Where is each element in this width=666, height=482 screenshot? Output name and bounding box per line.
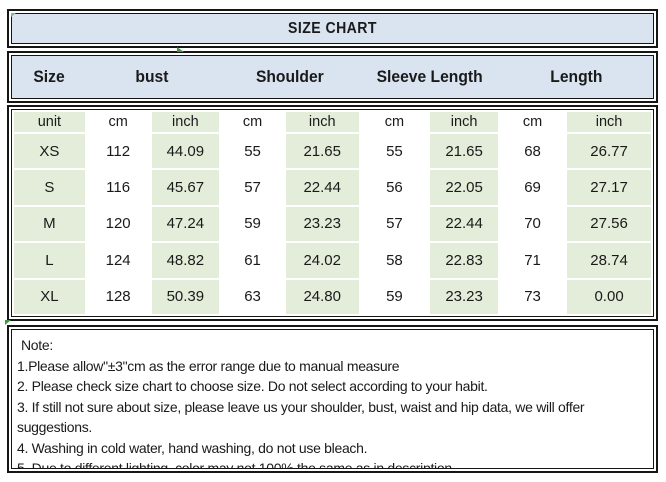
size-table-panel: unit cm inch cm inch cm inch cm inch XS … <box>7 105 658 321</box>
unit-cell: cm <box>86 112 150 132</box>
green-artifact-mark <box>5 320 11 325</box>
unit-cell: cm <box>221 112 284 132</box>
value-cell: 45.67 <box>151 170 220 205</box>
value-cell: 0.00 <box>567 279 651 314</box>
size-cell: L <box>14 243 85 278</box>
value-cell: 27.56 <box>567 206 651 242</box>
unit-cell: cm <box>360 112 429 132</box>
note-item-5: 5. Due to different lighting, color may … <box>17 460 456 469</box>
unit-row: unit cm inch cm inch cm inch cm inch <box>14 112 651 132</box>
value-cell: 22.44 <box>430 206 498 242</box>
note-item-3: 3. If still not sure about size, please … <box>17 398 585 415</box>
value-cell: 22.05 <box>430 170 498 205</box>
value-cell: 116 <box>86 170 150 205</box>
green-artifact-mark <box>177 47 184 52</box>
table-row-s: S 116 45.67 57 22.44 56 22.05 69 27.17 <box>14 170 651 205</box>
value-cell: 26.77 <box>567 134 651 169</box>
value-cell: 120 <box>86 206 150 242</box>
header-length: Length <box>549 67 603 86</box>
header-shoulder: Shoulder <box>255 67 324 86</box>
size-cell: XS <box>14 134 85 169</box>
value-cell: 68 <box>499 134 566 169</box>
value-cell: 28.74 <box>567 243 651 278</box>
value-cell: 21.65 <box>430 134 498 169</box>
size-chart-title-panel: SIZE CHART <box>7 9 658 48</box>
value-cell: 57 <box>360 206 429 242</box>
value-cell: 44.09 <box>151 134 220 169</box>
unit-cell: inch <box>151 112 220 132</box>
value-cell: 63 <box>221 279 284 314</box>
note-item-3-cont: suggestions. <box>17 419 93 435</box>
header-bust: bust <box>135 67 169 86</box>
value-cell: 24.80 <box>285 279 359 314</box>
unit-label-cell: unit <box>14 112 85 132</box>
value-cell: 124 <box>86 243 150 278</box>
notes-panel: Note: 1.Please allow"±3"cm as the error … <box>7 325 658 473</box>
value-cell: 23.23 <box>285 206 359 242</box>
table-row-xl: XL 128 50.39 63 24.80 59 23.23 73 0.00 <box>14 279 651 314</box>
value-cell: 59 <box>360 279 429 314</box>
table-row-xs: XS 112 44.09 55 21.65 55 21.65 68 26.77 <box>14 134 651 169</box>
note-item-2: 2. Please check size chart to choose siz… <box>17 378 488 394</box>
value-cell: 47.24 <box>151 206 220 242</box>
column-header-panel: Size bust Shoulder Sleeve Length Length <box>7 51 658 103</box>
unit-cell: inch <box>567 112 651 132</box>
value-cell: 55 <box>221 134 284 169</box>
value-cell: 61 <box>221 243 284 278</box>
value-cell: 57 <box>221 170 284 205</box>
size-cell: M <box>14 206 85 242</box>
unit-cell: inch <box>430 112 498 132</box>
header-table: Size bust Shoulder Sleeve Length Length <box>12 56 653 98</box>
page-title: SIZE CHART <box>288 19 377 37</box>
size-cell: S <box>14 170 85 205</box>
value-cell: 22.44 <box>285 170 359 205</box>
value-cell: 22.83 <box>430 243 498 278</box>
header-size: Size <box>32 67 65 86</box>
table-row-m: M 120 47.24 59 23.23 57 22.44 70 27.56 <box>14 206 651 242</box>
value-cell: 59 <box>221 206 284 242</box>
unit-cell: inch <box>285 112 359 132</box>
value-cell: 71 <box>499 243 566 278</box>
value-cell: 70 <box>499 206 566 242</box>
value-cell: 24.02 <box>285 243 359 278</box>
value-cell: 21.65 <box>285 134 359 169</box>
value-cell: 73 <box>499 279 566 314</box>
unit-cell: cm <box>499 112 566 132</box>
value-cell: 56 <box>360 170 429 205</box>
value-cell: 48.82 <box>151 243 220 278</box>
value-cell: 128 <box>86 279 150 314</box>
value-cell: 112 <box>86 134 150 169</box>
table-row-l: L 124 48.82 61 24.02 58 22.83 71 28.74 <box>14 243 651 278</box>
size-cell: XL <box>14 279 85 314</box>
value-cell: 50.39 <box>151 279 220 314</box>
size-table: unit cm inch cm inch cm inch cm inch XS … <box>12 110 653 316</box>
value-cell: 69 <box>499 170 566 205</box>
value-cell: 55 <box>360 134 429 169</box>
value-cell: 27.17 <box>567 170 651 205</box>
green-artifact-mark <box>11 13 16 17</box>
value-cell: 58 <box>360 243 429 278</box>
header-sleeve-length: Sleeve Length <box>376 67 483 86</box>
value-cell: 23.23 <box>430 279 498 314</box>
notes-heading: Note: <box>21 337 53 353</box>
note-item-1: 1.Please allow"±3"cm as the error range … <box>17 357 400 374</box>
note-item-4: 4. Washing in cold water, hand washing, … <box>17 439 368 456</box>
